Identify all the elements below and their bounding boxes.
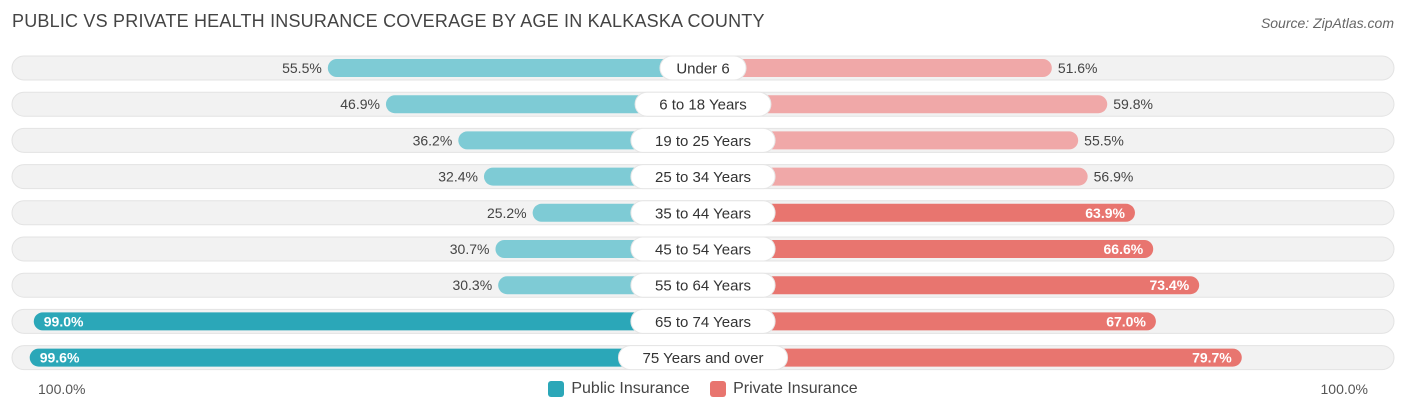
value-label-public: 46.9% bbox=[340, 96, 380, 112]
value-label-private: 55.5% bbox=[1084, 132, 1124, 148]
legend-swatch-public bbox=[548, 381, 565, 397]
value-label-private: 59.8% bbox=[1113, 96, 1153, 112]
category-pill bbox=[630, 164, 776, 190]
category-pill bbox=[630, 200, 776, 226]
legend-swatch-private bbox=[710, 381, 727, 397]
value-label-public: 99.6% bbox=[40, 350, 80, 366]
bar-private[interactable] bbox=[703, 240, 1154, 258]
category-pill bbox=[617, 345, 789, 371]
category-label: Under 6 bbox=[676, 61, 729, 78]
axis-right-label: 100.0% bbox=[1320, 381, 1368, 397]
category-label: 65 to 74 Years bbox=[655, 314, 751, 331]
value-label-public: 32.4% bbox=[438, 169, 478, 185]
bar-private[interactable] bbox=[703, 167, 1088, 186]
category-label: 35 to 44 Years bbox=[655, 205, 751, 222]
category-label: 75 Years and over bbox=[643, 350, 764, 367]
value-label-private: 51.6% bbox=[1058, 60, 1098, 76]
category-pill bbox=[634, 91, 772, 117]
value-label-private: 56.9% bbox=[1094, 169, 1134, 185]
value-label-public: 30.7% bbox=[450, 241, 490, 257]
category-label: 25 to 34 Years bbox=[655, 169, 751, 186]
source-label: Source: ZipAtlas.com bbox=[1260, 15, 1394, 31]
legend-item-public[interactable]: Public Insurance bbox=[548, 380, 690, 398]
value-label-private: 63.9% bbox=[1085, 205, 1125, 221]
bar-public[interactable] bbox=[385, 95, 703, 114]
value-label-public: 99.0% bbox=[44, 313, 84, 329]
category-pill bbox=[630, 127, 776, 153]
value-label-private: 79.7% bbox=[1192, 350, 1232, 366]
value-label-public: 25.2% bbox=[487, 205, 527, 221]
bar-private[interactable] bbox=[703, 203, 1135, 222]
category-pill bbox=[630, 236, 776, 262]
chart-title: PUBLIC VS PRIVATE HEALTH INSURANCE COVER… bbox=[12, 11, 765, 31]
value-label-private: 66.6% bbox=[1104, 241, 1144, 257]
legend-label-private: Private Insurance bbox=[733, 380, 858, 397]
category-label: 19 to 25 Years bbox=[655, 133, 751, 150]
bar-private[interactable] bbox=[703, 312, 1156, 331]
category-pill bbox=[630, 272, 776, 298]
category-pill bbox=[659, 55, 747, 81]
value-label-private: 73.4% bbox=[1149, 277, 1189, 293]
category-label: 6 to 18 Years bbox=[659, 97, 747, 114]
bar-private[interactable] bbox=[703, 95, 1108, 114]
bar-public[interactable] bbox=[33, 312, 703, 331]
value-label-public: 55.5% bbox=[282, 60, 322, 76]
bar-private[interactable] bbox=[703, 276, 1200, 295]
legend: Public Insurance Private Insurance bbox=[0, 380, 1406, 402]
category-label: 55 to 64 Years bbox=[655, 278, 751, 295]
axis-left-label: 100.0% bbox=[38, 381, 86, 397]
bar-public[interactable] bbox=[29, 348, 704, 367]
category-pill bbox=[630, 308, 776, 334]
value-label-public: 36.2% bbox=[413, 132, 453, 148]
category-label: 45 to 54 Years bbox=[655, 242, 751, 259]
bar-private[interactable] bbox=[703, 131, 1079, 150]
bar-private[interactable] bbox=[703, 348, 1242, 367]
legend-label-public: Public Insurance bbox=[571, 380, 690, 397]
value-label-private: 67.0% bbox=[1106, 313, 1146, 329]
value-label-public: 30.3% bbox=[452, 277, 492, 293]
legend-item-private[interactable]: Private Insurance bbox=[710, 380, 858, 398]
bar-public[interactable] bbox=[327, 59, 703, 77]
bar-private[interactable] bbox=[703, 59, 1052, 77]
